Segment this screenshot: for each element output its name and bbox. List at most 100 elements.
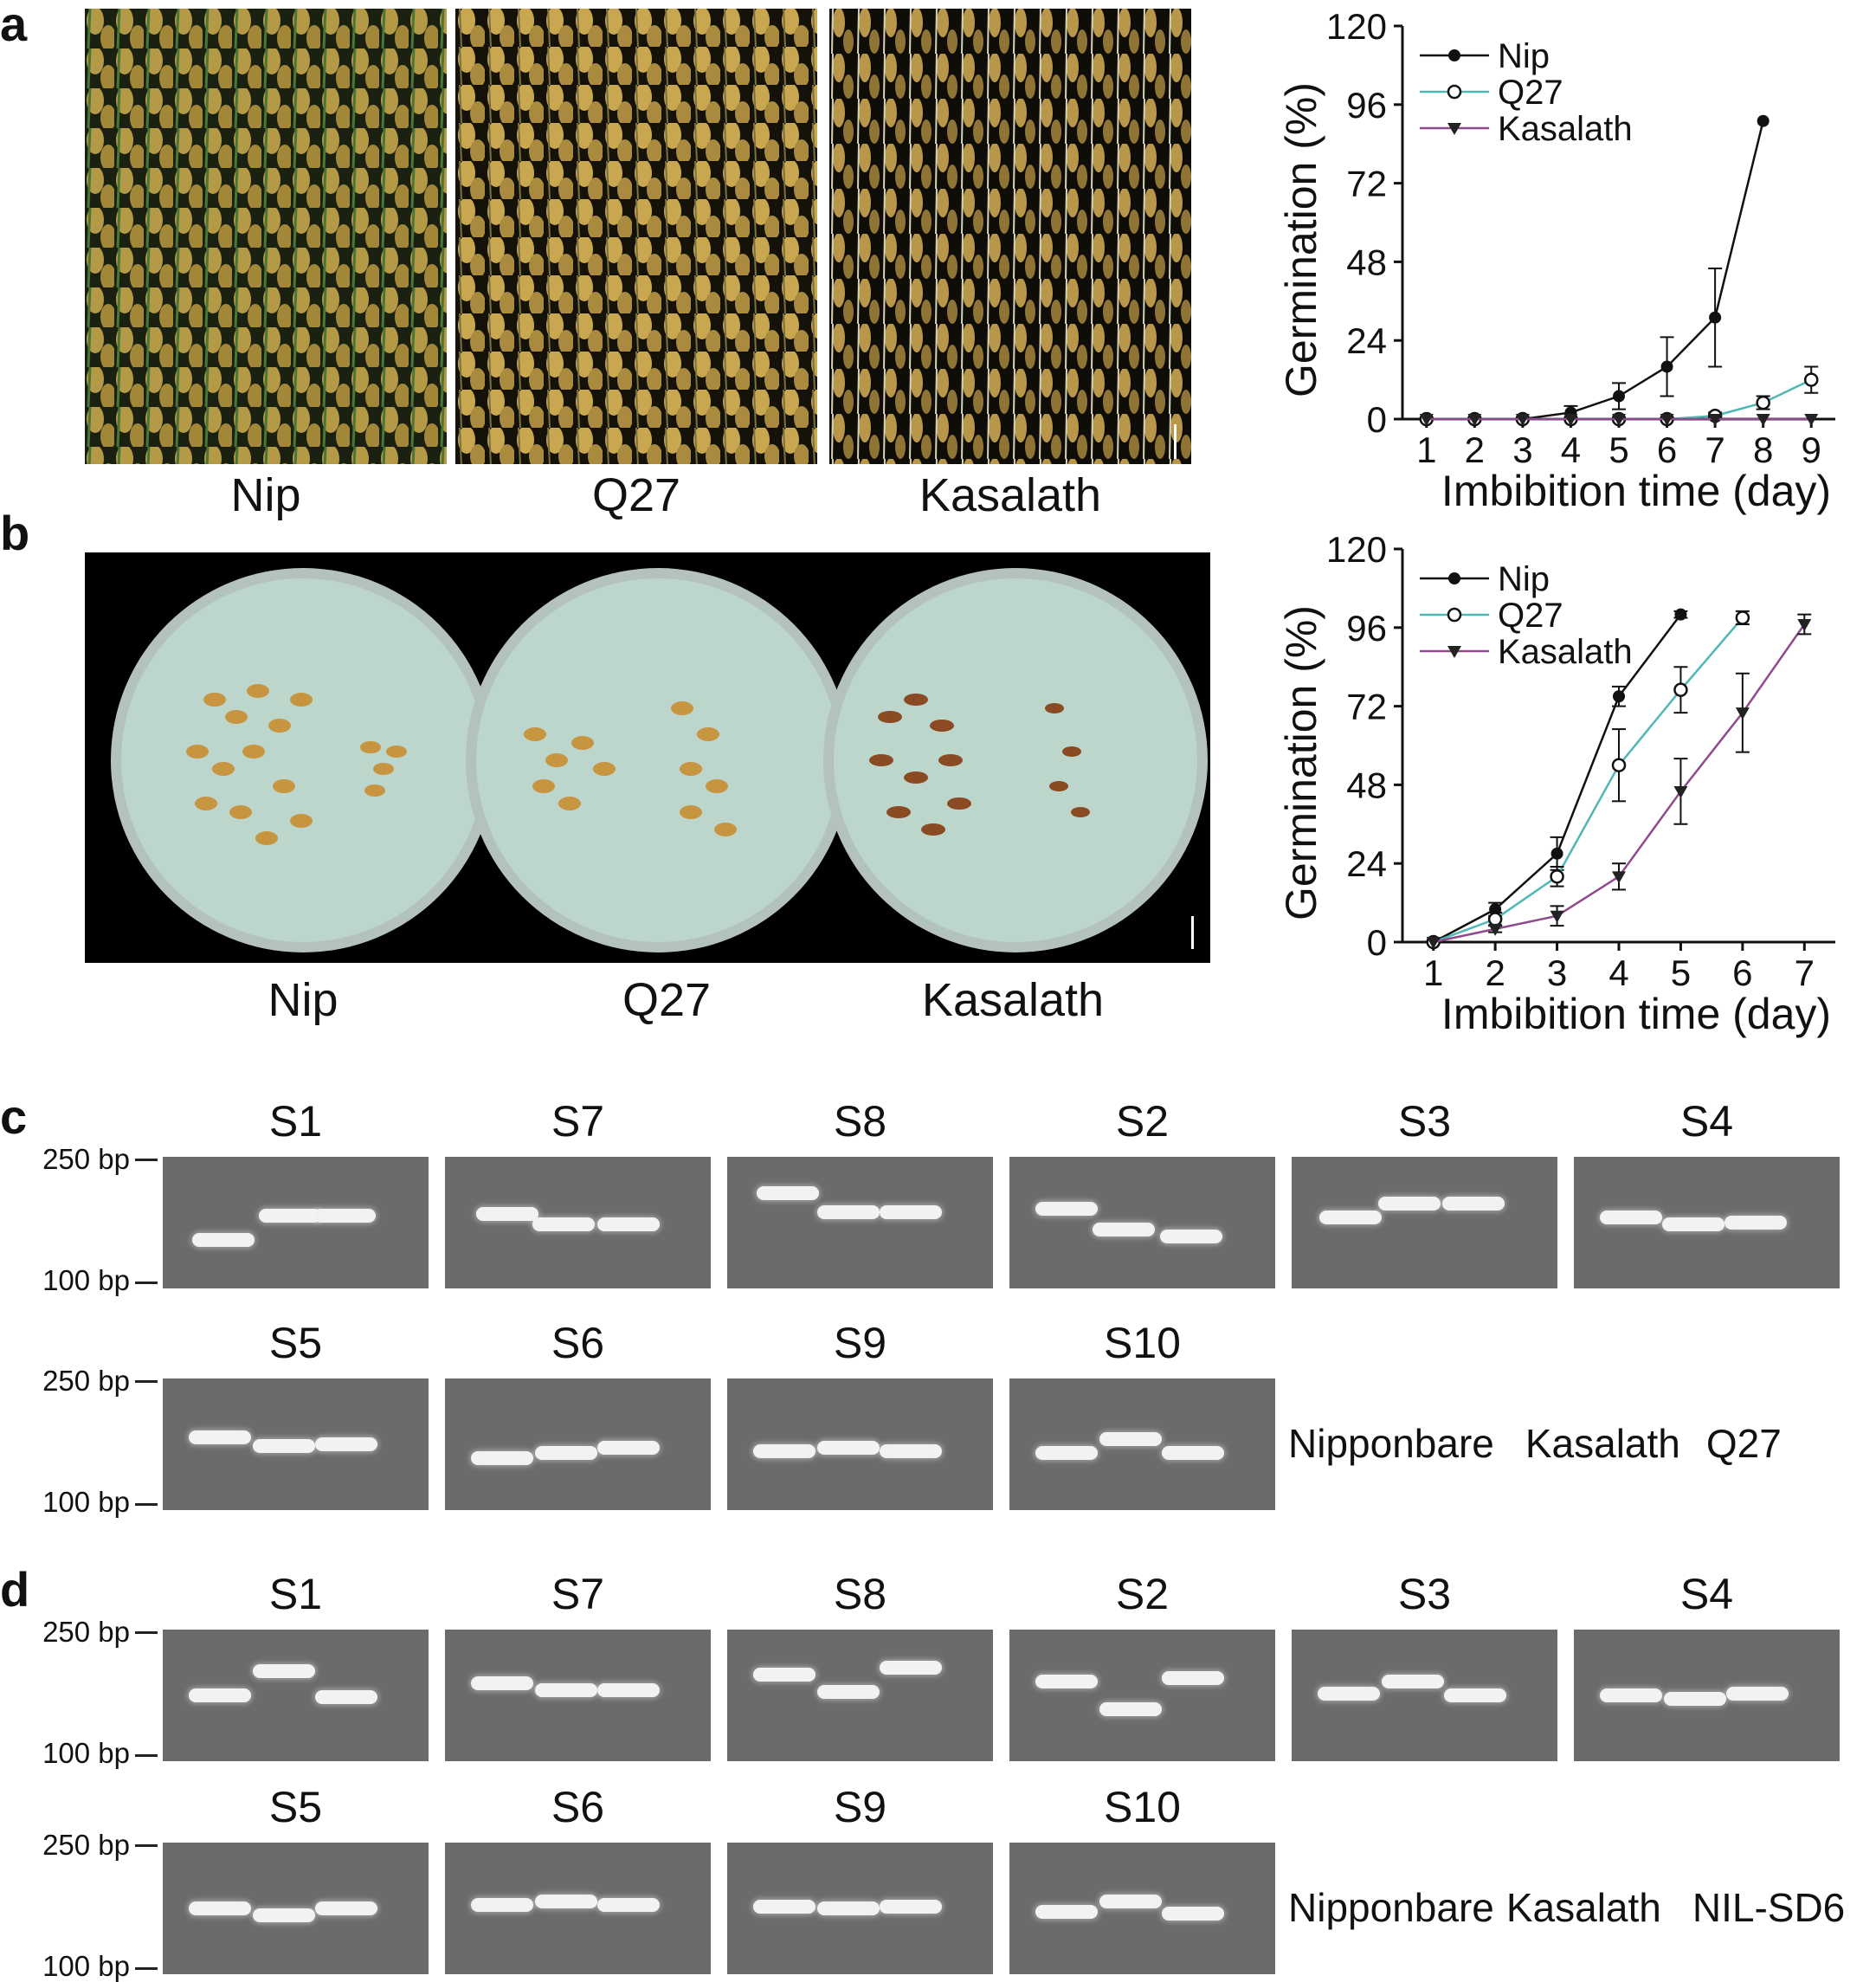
gel-band (253, 1908, 315, 1922)
data-point (1419, 414, 1434, 426)
x-tick-label: 5 (1608, 429, 1628, 470)
gel-band (1600, 1688, 1662, 1702)
x-tick-label: 1 (1423, 952, 1443, 993)
lane-name-q27: Q27 (1705, 1421, 1782, 1466)
gel-image-s6 (445, 1843, 711, 1974)
bp-marker-250: 250 bp (42, 1365, 130, 1397)
bp-tick-100 (135, 1503, 158, 1506)
gel-band (471, 1451, 533, 1465)
gel-band (1444, 1688, 1506, 1702)
gel-title-s4: S4 (1679, 1570, 1734, 1618)
series-line (1426, 120, 1764, 421)
data-point (1660, 414, 1674, 426)
data-point (1660, 360, 1673, 373)
gel-band (315, 1901, 377, 1915)
gel-title-s6: S6 (551, 1319, 605, 1367)
x-tick-label: 2 (1485, 952, 1505, 993)
gel-title-s8: S8 (833, 1097, 887, 1146)
x-tick-label: 6 (1732, 952, 1752, 993)
gel-title-s7: S7 (551, 1570, 605, 1618)
y-tick-label: 48 (1346, 242, 1387, 282)
gel-band (535, 1895, 597, 1908)
petri-dish-nip (111, 568, 495, 952)
gel-band (1035, 1202, 1098, 1216)
gel-band (880, 1900, 942, 1914)
gel-band (597, 1683, 660, 1697)
bp-tick-250 (135, 1380, 158, 1383)
gel-title-s1: S1 (268, 1097, 323, 1146)
legend-label-q27: Q27 (1498, 74, 1563, 112)
y-tick-label: 72 (1346, 687, 1387, 727)
gel-title-s7: S7 (551, 1097, 605, 1146)
gel-band (880, 1205, 942, 1219)
gel-title-s5: S5 (268, 1319, 323, 1367)
x-tick-label: 4 (1608, 952, 1628, 993)
gel-image-s5 (163, 1378, 429, 1510)
gel-title-s2: S2 (1115, 1097, 1170, 1146)
data-point (1550, 847, 1563, 860)
series-line (1433, 617, 1744, 944)
gel-band (753, 1444, 816, 1458)
lane-name-nipponbare: Nipponbare (1288, 1421, 1494, 1466)
gel-band (471, 1898, 533, 1912)
bp-tick-250 (135, 1631, 158, 1634)
x-tick-label: 3 (1512, 429, 1532, 470)
data-point (1447, 607, 1462, 623)
y-tick-label: 0 (1367, 922, 1387, 963)
bp-marker-100: 100 bp (42, 1264, 130, 1296)
gel-image-s4 (1574, 1157, 1840, 1288)
gel-band (753, 1900, 816, 1914)
gel-band (880, 1444, 942, 1458)
y-tick-label: 24 (1346, 320, 1387, 361)
gel-band (597, 1217, 660, 1231)
lane-name-legend: Nipponbare Kasalath Q27 (1288, 1424, 1782, 1463)
gel-image-s4 (1574, 1630, 1840, 1761)
data-point (1563, 414, 1578, 426)
gel-band (1162, 1446, 1224, 1460)
legend-label-nip: Nip (1498, 37, 1550, 75)
x-tick-label: 7 (1795, 952, 1815, 993)
x-tick-label: 5 (1671, 952, 1691, 993)
x-tick-label: 3 (1547, 952, 1567, 993)
x-tick-label: 4 (1561, 429, 1581, 470)
gel-band (313, 1209, 376, 1223)
bp-tick-100 (135, 1282, 158, 1284)
gel-band (259, 1209, 321, 1223)
gel-band (597, 1898, 660, 1912)
y-tick-label: 48 (1346, 765, 1387, 805)
gel-band (1035, 1905, 1098, 1919)
data-point (1756, 414, 1770, 426)
gel-band (189, 1688, 251, 1702)
gel-band (817, 1901, 880, 1915)
gel-title-s2: S2 (1115, 1570, 1170, 1618)
x-tick-label: 1 (1416, 429, 1436, 470)
gel-image-s3 (1292, 1157, 1557, 1288)
gel-title-s9: S9 (833, 1783, 887, 1831)
caption-a-q27: Q27 (591, 469, 681, 521)
bp-tick-100 (135, 1754, 158, 1757)
bp-marker-100: 100 bp (42, 1737, 130, 1769)
data-point (1708, 414, 1723, 426)
data-point (1448, 49, 1460, 61)
gel-band (1662, 1217, 1725, 1231)
gel-title-s3: S3 (1397, 1097, 1452, 1146)
gel-image-s5 (163, 1843, 429, 1974)
gel-title-s4: S4 (1679, 1097, 1734, 1146)
lane-name-nipponbare: Nipponbare (1288, 1885, 1494, 1930)
gel-band (315, 1437, 377, 1451)
y-tick-label: 0 (1367, 399, 1387, 440)
gel-band (1725, 1216, 1787, 1230)
gel-image-s9 (727, 1378, 993, 1510)
gel-band (532, 1217, 595, 1231)
gel-band (757, 1186, 819, 1200)
data-point (1613, 390, 1625, 403)
gel-image-s9 (727, 1843, 993, 1974)
petri-dish-photo (85, 552, 1210, 963)
gel-band (1162, 1907, 1224, 1921)
gel-image-s1 (163, 1157, 429, 1288)
data-point (1613, 690, 1625, 703)
gel-band (1726, 1687, 1789, 1701)
gel-image-s7 (445, 1630, 711, 1761)
gel-band (1099, 1895, 1162, 1908)
